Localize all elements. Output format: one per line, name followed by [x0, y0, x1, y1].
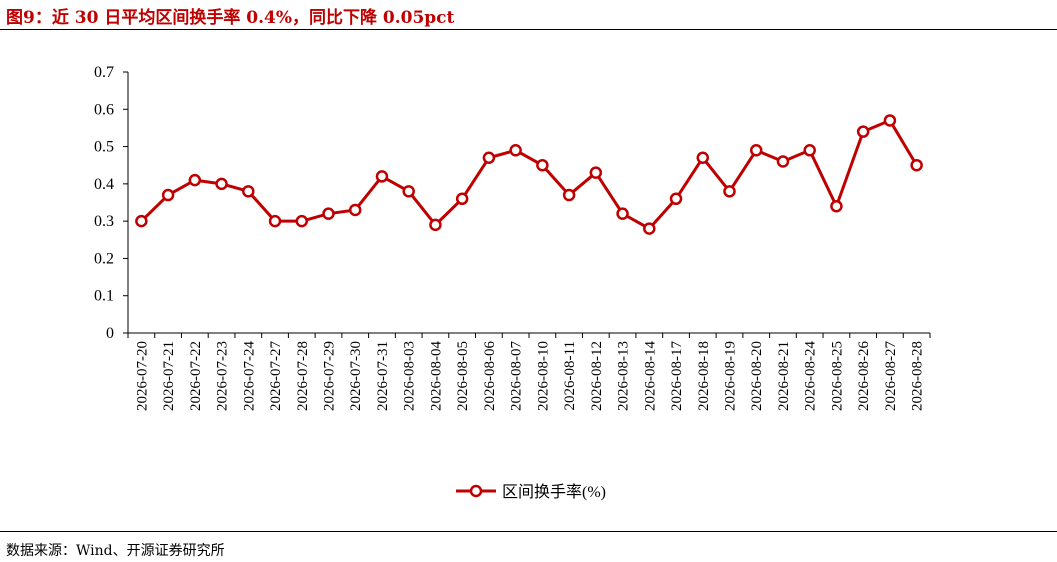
- x-tick-label: 2026-08-27: [883, 341, 899, 411]
- x-tick-label: 2026-08-17: [669, 341, 685, 411]
- figure-title: 图9：近 30 日平均区间换手率 0.4%，同比下降 0.05pct: [6, 8, 455, 28]
- x-tick-label: 2026-08-03: [402, 341, 418, 411]
- x-tick-label: 2026-08-18: [696, 341, 712, 411]
- series-layer: [135, 114, 923, 235]
- x-tick-label: 2026-07-30: [348, 341, 364, 411]
- y-tick-label: 0.6: [94, 101, 114, 118]
- x-tick-label: 2026-07-31: [375, 341, 391, 411]
- x-tick-label: 2026-08-11: [562, 341, 578, 410]
- data-point: [536, 158, 549, 172]
- x-tick-label: 2026-07-27: [268, 341, 284, 411]
- data-point: [455, 192, 469, 206]
- data-point: [429, 218, 442, 232]
- data-point: [723, 185, 736, 198]
- y-tick-label: 0: [106, 325, 114, 342]
- data-point: [509, 144, 522, 157]
- y-tick-label: 0.7: [94, 64, 114, 81]
- x-tick-label: 2026-08-19: [723, 341, 739, 411]
- data-point: [669, 192, 683, 206]
- x-tick-label: 2026-08-06: [482, 341, 498, 411]
- x-tick-labels: 2026-07-20 2026-07-21 2026-07-22 2026-07-23…: [134, 341, 925, 411]
- data-point: [322, 207, 335, 220]
- line-chart: 00.10.20.30.40.50.60.7 2026-07-20 2026-07…: [94, 64, 931, 501]
- x-tick-label: 2026-08-25: [829, 341, 845, 411]
- data-point: [402, 185, 415, 198]
- data-point: [589, 166, 603, 179]
- source-note: 数据来源：Wind、开源证券研究所: [6, 543, 225, 559]
- x-tick-label: 2026-08-14: [642, 341, 658, 411]
- x-tick-label: 2026-08-12: [589, 341, 605, 411]
- data-point: [696, 151, 710, 165]
- legend-marker: [469, 484, 483, 498]
- data-point: [375, 170, 389, 183]
- bottom-divider: [0, 531, 1057, 532]
- x-tick-label: 2026-07-24: [241, 341, 257, 411]
- y-tick-label: 0.2: [94, 250, 114, 267]
- y-tick-labels: 0 0.1 0.2 0.3 0.4 0.5 0.6 0.7: [94, 64, 114, 342]
- x-tick-label: 2026-08-07: [509, 341, 525, 411]
- x-tick-label: 2026-08-20: [749, 341, 765, 411]
- data-point: [482, 151, 496, 165]
- data-point: [910, 158, 923, 172]
- x-tick-label: 2026-07-20: [134, 341, 150, 411]
- data-point: [135, 214, 148, 228]
- data-point: [883, 114, 897, 127]
- data-point: [749, 144, 763, 157]
- x-tick-label: 2026-08-04: [428, 341, 444, 411]
- data-point: [268, 214, 282, 228]
- y-tick-label: 0.3: [94, 213, 114, 230]
- x-tick-label: 2026-08-05: [455, 341, 471, 411]
- data-point: [161, 188, 175, 202]
- top-divider: [0, 29, 1057, 30]
- series-line: [140, 118, 918, 231]
- legend: 区间换手率(%): [456, 483, 606, 501]
- data-point: [856, 125, 870, 138]
- x-tick-label: 2026-08-26: [856, 341, 872, 411]
- data-point: [562, 188, 576, 202]
- chart-axes: [123, 71, 931, 338]
- x-tick-label: 2026-08-24: [803, 341, 819, 411]
- x-tick-label: 2026-08-13: [616, 341, 632, 411]
- data-point: [776, 155, 790, 168]
- x-tick-label: 2026-07-28: [295, 341, 311, 411]
- x-tick-label: 2026-07-29: [322, 341, 338, 411]
- x-tick-label: 2026-07-23: [215, 341, 231, 411]
- data-point: [295, 214, 309, 228]
- x-tick-label: 2026-08-10: [535, 341, 551, 411]
- data-point: [616, 207, 629, 220]
- data-point: [348, 203, 362, 217]
- data-point: [215, 177, 228, 191]
- legend-label: 区间换手率(%): [502, 483, 606, 501]
- data-point: [242, 185, 255, 198]
- y-tick-label: 0.1: [94, 288, 114, 305]
- x-tick-label: 2026-07-21: [161, 341, 177, 411]
- y-tick-label: 0.4: [94, 176, 114, 193]
- x-tick-label: 2026-07-22: [188, 341, 204, 411]
- x-tick-label: 2026-08-28: [910, 341, 926, 411]
- y-tick-label: 0.5: [94, 139, 114, 156]
- data-point: [830, 199, 843, 213]
- data-point: [188, 173, 202, 187]
- x-tick-label: 2026-08-21: [776, 341, 792, 411]
- data-point: [803, 144, 816, 157]
- data-point: [643, 222, 656, 235]
